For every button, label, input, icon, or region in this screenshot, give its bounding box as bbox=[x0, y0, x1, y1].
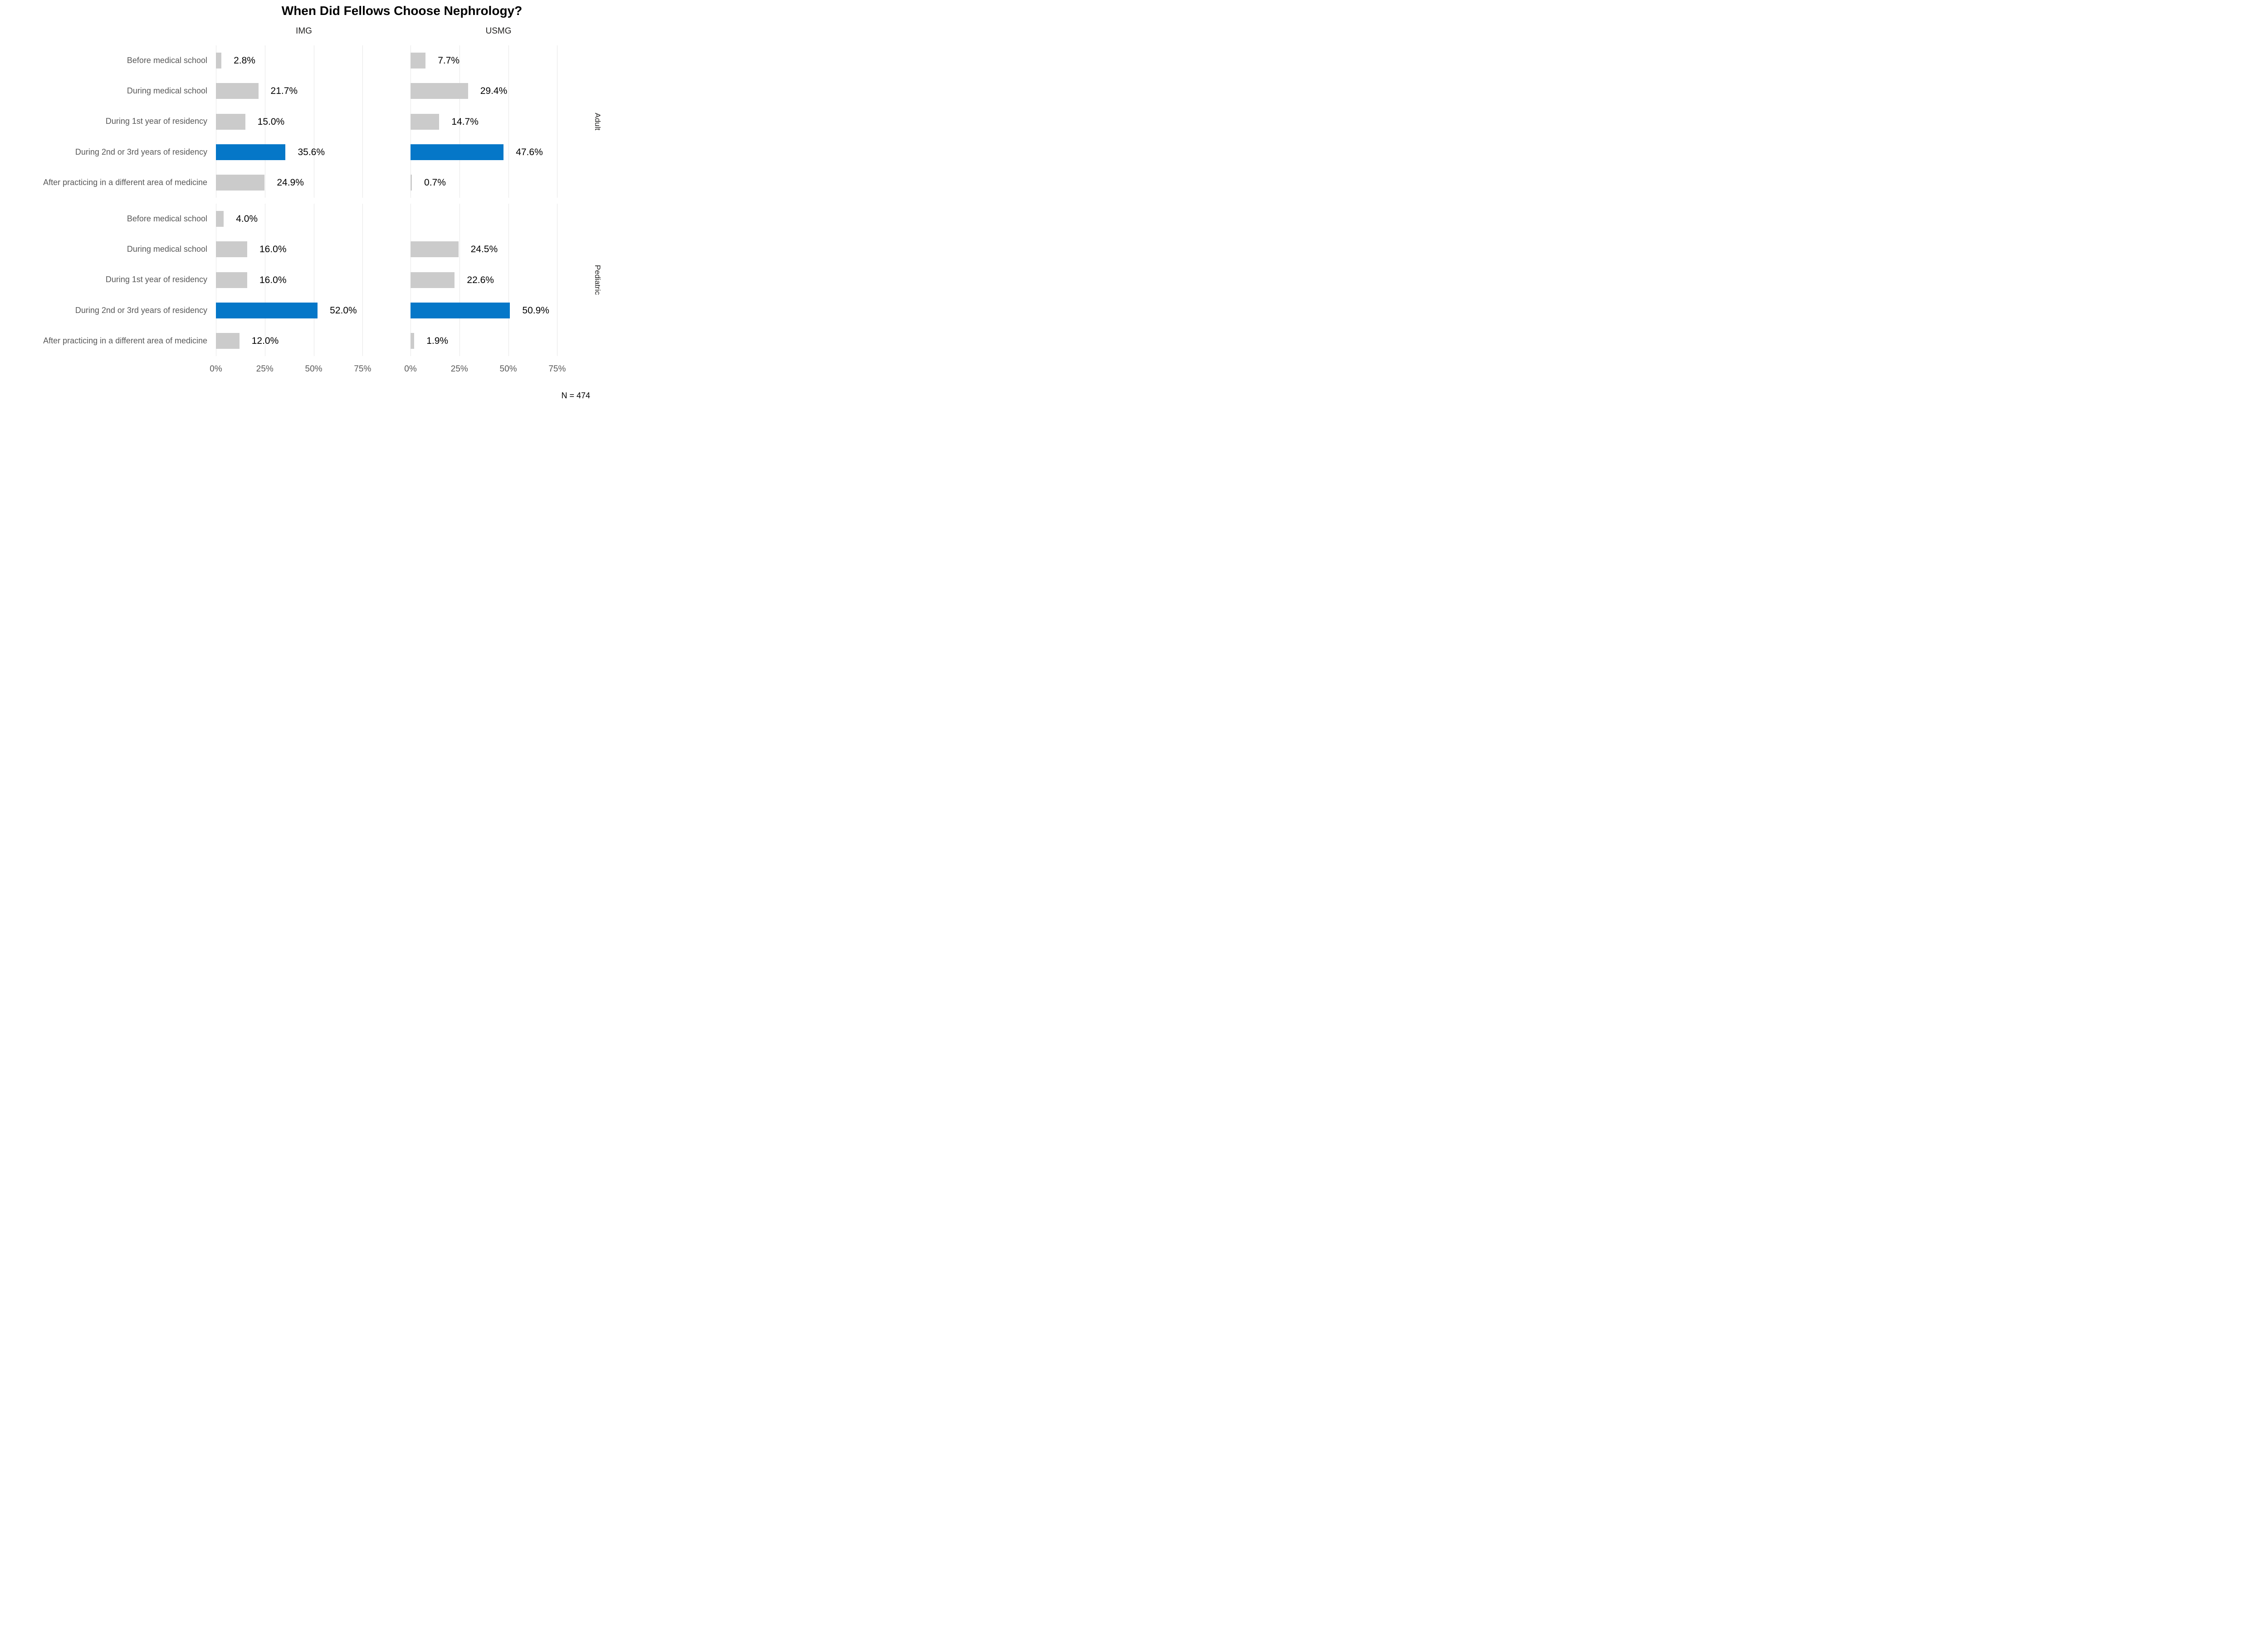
bar-during-medical-school bbox=[411, 241, 459, 258]
x-tick-usmg-75: 75% bbox=[548, 364, 566, 374]
sample-size-note: N = 474 bbox=[561, 391, 590, 400]
bar-during-medical-school bbox=[411, 83, 468, 99]
x-gridline-25 bbox=[459, 45, 460, 198]
x-gridline-75 bbox=[362, 45, 363, 198]
x-gridline-25 bbox=[459, 204, 460, 356]
bar-after-practicing-in-a-different-area-of-medicine bbox=[411, 174, 412, 191]
category-label-before-medical-school: Before medical school bbox=[127, 214, 207, 223]
category-label-after-practicing-in-a-different-area-of-medicine: After practicing in a different area of … bbox=[43, 177, 207, 187]
x-gridline-50 bbox=[508, 204, 509, 356]
value-label: 29.4% bbox=[480, 86, 508, 97]
facet-row-label-adult: Adult bbox=[593, 112, 602, 131]
value-label: 0.7% bbox=[424, 177, 446, 188]
panel-adult-img: 2.8% 21.7% 15.0% 35.6% 24.9% bbox=[216, 45, 392, 198]
category-label-before-medical-school: Before medical school bbox=[127, 56, 207, 65]
panel-pediatric-img: 4.0% 16.0% 16.0% 52.0% 12.0% bbox=[216, 204, 392, 356]
facet-row-label-pediatric: Pediatric bbox=[593, 264, 602, 295]
category-label-during-1st-year-of-residency: During 1st year of residency bbox=[105, 275, 207, 284]
bar-before-medical-school bbox=[216, 211, 224, 227]
x-tick-usmg-50: 50% bbox=[499, 364, 517, 374]
bar-during-1st-year-of-residency bbox=[216, 272, 247, 288]
value-label: 50.9% bbox=[522, 305, 549, 316]
bar-during-2nd-or-3rd-years-of-residency bbox=[216, 302, 318, 318]
category-label-during-medical-school: During medical school bbox=[127, 244, 207, 254]
bar-during-medical-school bbox=[216, 83, 259, 99]
bar-during-medical-school bbox=[216, 241, 247, 258]
x-tick-img-75: 75% bbox=[354, 364, 371, 374]
category-label-after-practicing-in-a-different-area-of-medicine: After practicing in a different area of … bbox=[43, 336, 207, 345]
value-label: 12.0% bbox=[251, 335, 279, 346]
x-gridline-75 bbox=[362, 204, 363, 356]
chart-stage: When Did Fellows Choose Nephrology? IMG … bbox=[0, 0, 612, 408]
panel-pediatric-usmg: 24.5% 22.6% 50.9% 1.9% bbox=[411, 204, 587, 356]
column-header-usmg: USMG bbox=[485, 26, 512, 36]
x-tick-img-50: 50% bbox=[305, 364, 323, 374]
bar-during-1st-year-of-residency bbox=[216, 113, 245, 130]
bar-during-2nd-or-3rd-years-of-residency bbox=[411, 302, 510, 318]
value-label: 7.7% bbox=[438, 55, 460, 66]
value-label: 1.9% bbox=[426, 335, 449, 346]
value-label: 16.0% bbox=[259, 244, 287, 255]
panel-adult-usmg: 7.7% 29.4% 14.7% 47.6% 0.7% bbox=[411, 45, 587, 198]
bar-during-2nd-or-3rd-years-of-residency bbox=[411, 144, 504, 160]
bar-during-1st-year-of-residency bbox=[411, 272, 455, 288]
bar-before-medical-school bbox=[411, 53, 426, 69]
bar-during-1st-year-of-residency bbox=[411, 113, 440, 130]
value-label: 52.0% bbox=[330, 305, 357, 316]
x-tick-usmg-25: 25% bbox=[450, 364, 468, 374]
value-label: 22.6% bbox=[467, 274, 494, 285]
bar-after-practicing-in-a-different-area-of-medicine bbox=[411, 332, 415, 349]
value-label: 14.7% bbox=[451, 116, 479, 127]
x-gridline-50 bbox=[508, 45, 509, 198]
category-label-during-2nd-or-3rd-years-of-residency: During 2nd or 3rd years of residency bbox=[75, 305, 207, 315]
value-label: 21.7% bbox=[270, 86, 298, 97]
x-tick-usmg-0: 0% bbox=[404, 364, 417, 374]
bar-after-practicing-in-a-different-area-of-medicine bbox=[216, 174, 265, 191]
x-tick-img-25: 25% bbox=[256, 364, 274, 374]
bar-after-practicing-in-a-different-area-of-medicine bbox=[216, 332, 240, 349]
value-label: 35.6% bbox=[298, 147, 325, 157]
value-label: 47.6% bbox=[516, 147, 543, 157]
value-label: 2.8% bbox=[234, 55, 255, 66]
x-tick-img-0: 0% bbox=[210, 364, 222, 374]
value-label: 16.0% bbox=[259, 274, 287, 285]
chart-title: When Did Fellows Choose Nephrology? bbox=[281, 4, 523, 18]
bar-during-2nd-or-3rd-years-of-residency bbox=[216, 144, 286, 160]
value-label: 24.5% bbox=[470, 244, 498, 255]
category-label-during-2nd-or-3rd-years-of-residency: During 2nd or 3rd years of residency bbox=[75, 147, 207, 156]
category-label-during-medical-school: During medical school bbox=[127, 86, 207, 96]
category-label-during-1st-year-of-residency: During 1st year of residency bbox=[105, 117, 207, 126]
value-label: 24.9% bbox=[277, 177, 304, 188]
value-label: 4.0% bbox=[236, 214, 258, 225]
column-header-img: IMG bbox=[296, 26, 312, 36]
bar-before-medical-school bbox=[216, 53, 222, 69]
value-label: 15.0% bbox=[257, 116, 285, 127]
